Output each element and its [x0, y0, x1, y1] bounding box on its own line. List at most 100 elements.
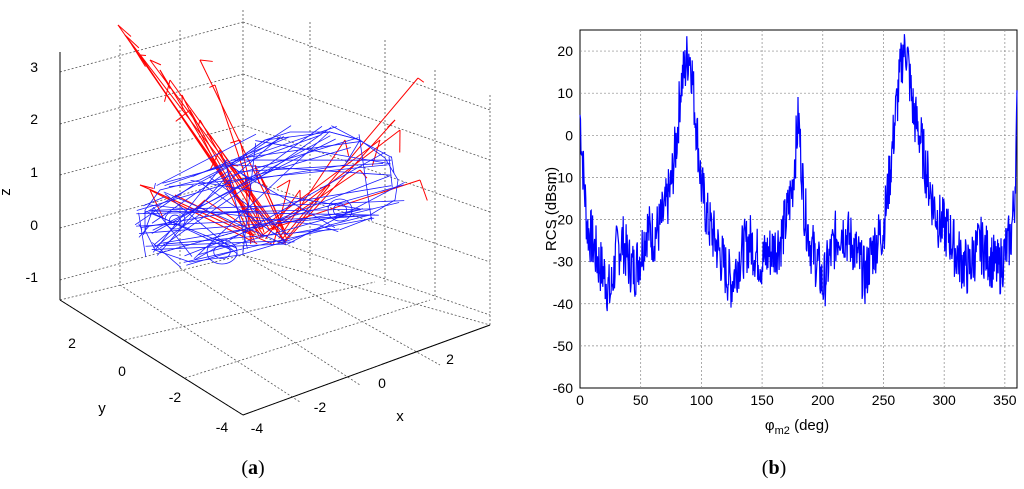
panel-b-grid — [580, 30, 1017, 388]
mesh-edge — [163, 228, 340, 245]
y-tick-label: 20 — [557, 43, 573, 59]
mesh-edge — [197, 137, 359, 187]
ray-line — [124, 34, 140, 49]
y-tick: 2 — [68, 335, 76, 351]
ray-line — [371, 139, 381, 166]
y-tick: -4 — [216, 419, 229, 435]
mesh-edge — [142, 196, 165, 207]
y-tick: 0 — [118, 363, 126, 379]
grid-line — [242, 229, 491, 316]
mesh-edge — [136, 208, 374, 215]
car-wheel — [327, 198, 353, 222]
grid-line — [242, 73, 491, 161]
x-tick-label: 150 — [750, 392, 774, 408]
mesh-edge — [194, 151, 386, 261]
x-axis-label: x — [396, 408, 404, 425]
car-wheel — [206, 239, 238, 265]
ray-line — [387, 119, 396, 128]
mesh-edge — [280, 241, 295, 243]
mesh-edge — [236, 134, 322, 166]
mesh-edge — [138, 225, 150, 238]
ray-line — [139, 184, 272, 245]
grid-line — [119, 284, 301, 403]
y-tick-label: -60 — [553, 380, 573, 396]
x-tick-label: 0 — [576, 392, 584, 408]
y-tick-label: 0 — [565, 127, 573, 143]
mesh-edge — [183, 228, 330, 263]
ray-line — [164, 79, 171, 102]
x-tick-label: 50 — [633, 392, 649, 408]
panel-a-axes — [59, 52, 491, 416]
y-tick-label: 10 — [557, 85, 573, 101]
mesh-edge — [293, 217, 375, 234]
mesh-edge — [152, 242, 181, 268]
panel-b-line-chart: 0 50 100 150 200 250 300 350 -60-50-40-30-20-10… — [543, 29, 1018, 479]
ray-line — [359, 169, 368, 179]
y-axis-line — [59, 299, 244, 416]
ray-line — [417, 77, 425, 83]
x-axis-line — [242, 324, 491, 416]
y-axis-label: y — [98, 400, 106, 417]
z-axis-label: z — [0, 188, 14, 196]
grid-line — [59, 254, 244, 301]
ray-line — [260, 139, 381, 230]
mesh-edge — [138, 212, 147, 257]
ray-line — [131, 44, 146, 67]
ray-line — [175, 109, 191, 122]
y-tick-label: -50 — [553, 338, 573, 354]
caption-b: (b) — [762, 457, 786, 479]
grid-line — [242, 254, 491, 326]
mesh-edge — [164, 193, 239, 255]
y-axis-label: RCS (dBsm) — [543, 167, 560, 251]
mesh-edge — [164, 126, 337, 186]
grid-line — [242, 254, 441, 366]
y-tick-label: -40 — [553, 296, 573, 312]
grid-line — [242, 21, 491, 111]
mesh-edge — [242, 143, 257, 255]
mesh-edge — [331, 125, 393, 158]
ray-line — [230, 139, 241, 144]
mesh-edge — [150, 200, 405, 211]
mesh-edge — [192, 136, 290, 177]
mesh-edge — [143, 136, 285, 215]
mesh-edge — [151, 243, 287, 250]
mesh-edge — [320, 225, 339, 232]
panel-a-3d-plot: 3 2 1 0 -1 z 2 0 -2 -4 y -4 -2 0 2 x (a) — [0, 10, 491, 479]
mesh-edge — [239, 140, 362, 159]
mesh-edge — [156, 133, 257, 186]
car-wireframe-model — [134, 125, 405, 268]
z-tick: 3 — [30, 59, 38, 75]
mesh-edge — [134, 184, 194, 226]
x-tick: 0 — [378, 375, 386, 391]
grid-line — [242, 177, 491, 263]
x-tick-label: 300 — [932, 392, 956, 408]
ray-line — [199, 59, 288, 240]
ray-line — [149, 59, 162, 66]
car-wheel — [164, 210, 186, 230]
mesh-edge — [184, 175, 390, 257]
y-tick-label: -20 — [553, 212, 573, 228]
mesh-edge — [153, 136, 281, 246]
mesh-edge — [159, 126, 332, 249]
x-tick-label: 200 — [811, 392, 835, 408]
grid-line — [59, 73, 244, 125]
ray-line — [419, 179, 428, 201]
mesh-edge — [238, 163, 383, 173]
car-wheel-hub — [169, 214, 181, 226]
ray-line — [344, 139, 350, 156]
mesh-edge — [149, 210, 379, 216]
car-cabin — [229, 131, 361, 181]
mesh-edge — [186, 249, 238, 266]
mesh-edge — [151, 170, 229, 224]
grid-line — [184, 299, 431, 379]
ray-line — [278, 77, 419, 244]
mesh-edge — [388, 156, 393, 188]
mesh-edge — [151, 135, 331, 234]
ray-line — [198, 119, 201, 126]
ray-line — [209, 84, 216, 88]
caption-a: (a) — [241, 457, 264, 479]
car-wheel-hub — [213, 244, 231, 259]
x-tick-label: 350 — [993, 392, 1017, 408]
mesh-edge — [136, 147, 351, 211]
